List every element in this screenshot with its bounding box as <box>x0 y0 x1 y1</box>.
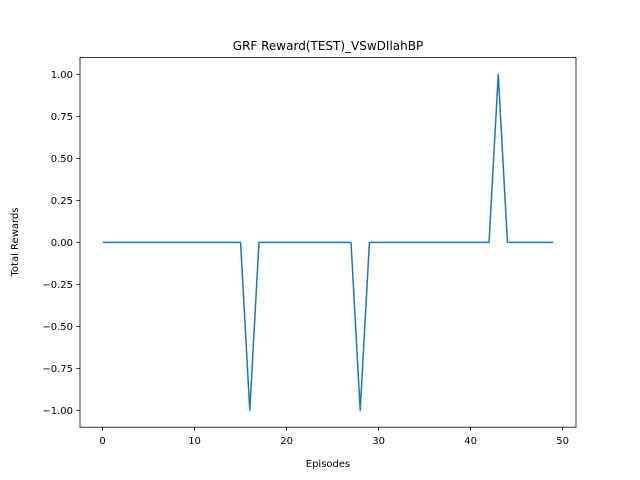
y-tick-label: 1.00 <box>51 70 73 81</box>
y-tick-label: 0.00 <box>51 238 73 249</box>
x-tick-label: 10 <box>188 436 201 447</box>
x-tick-label: 50 <box>556 436 569 447</box>
y-tick-label: 0.50 <box>51 154 73 165</box>
x-axis-label: Episodes <box>306 459 350 470</box>
plot-area <box>102 73 554 412</box>
y-tick-label: −0.75 <box>42 364 73 375</box>
x-tick-label: 30 <box>372 436 385 447</box>
chart-title: GRF Reward(TEST)_VSwDIlahBP <box>233 39 423 53</box>
y-tick-label: 0.25 <box>51 196 73 207</box>
series-line <box>102 73 554 412</box>
y-tick-label: 0.75 <box>51 112 73 123</box>
y-axis-label: Total Rewards <box>10 208 21 278</box>
y-axis: −1.00 −0.75 −0.50 −0.25 0.00 0.25 0.50 0.75 1.00 <box>42 70 80 417</box>
x-tick-label: 0 <box>99 436 105 447</box>
x-axis: 0 10 20 30 40 50 <box>99 427 569 447</box>
y-tick-label: −1.00 <box>42 406 73 417</box>
y-tick-label: −0.50 <box>42 322 73 333</box>
y-tick-label: −0.25 <box>42 280 73 291</box>
x-tick-label: 40 <box>464 436 477 447</box>
x-tick-label: 20 <box>280 436 293 447</box>
plot-frame <box>79 57 577 428</box>
